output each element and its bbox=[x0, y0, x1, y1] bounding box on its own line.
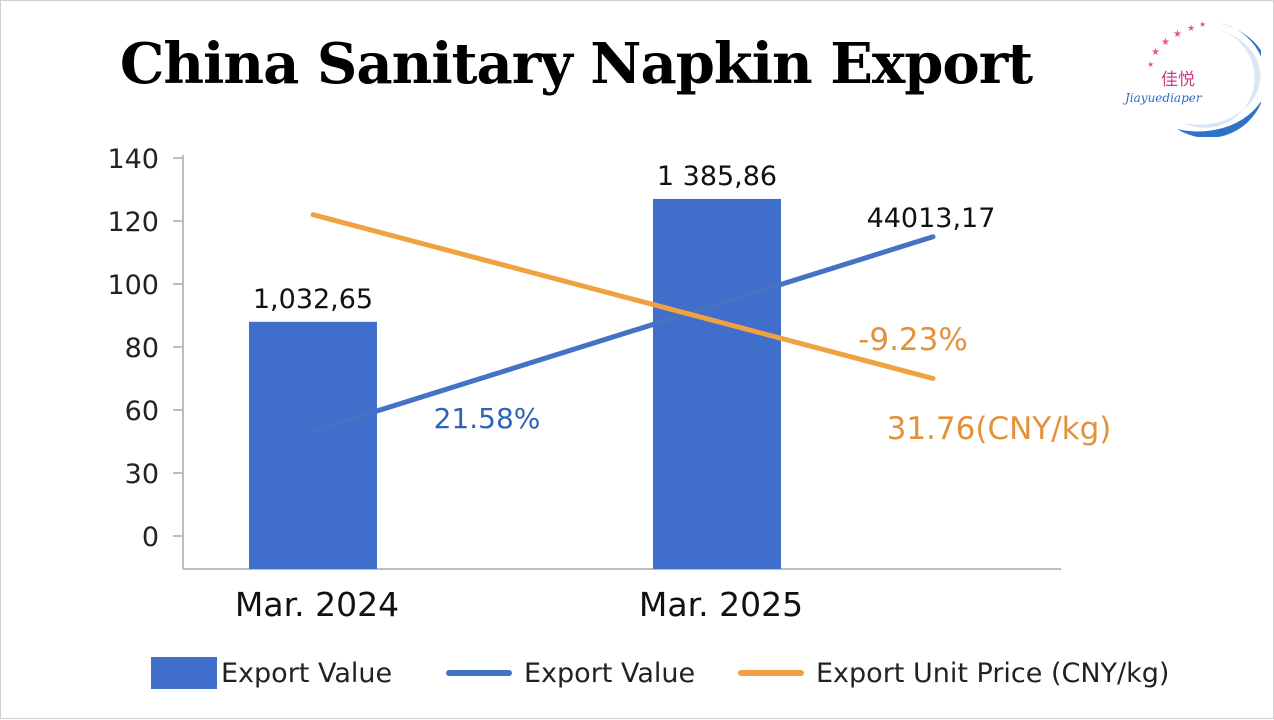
bar-data-label: 1 385,86 bbox=[657, 161, 777, 192]
moon-logo-icon: ★ ★ ★ ★ ★ ★ bbox=[1147, 20, 1269, 138]
svg-text:★: ★ bbox=[1151, 47, 1160, 58]
price-line-change-label: -9.23% bbox=[858, 322, 968, 358]
series-line bbox=[310, 234, 936, 434]
brand-logo: ★ ★ ★ ★ ★ ★ 佳悦 Jiayuediaper bbox=[1111, 15, 1269, 138]
bar bbox=[249, 321, 377, 569]
x-tick-label: Mar. 2024 bbox=[235, 585, 399, 624]
price-line-end-label: 31.76(CNY/kg) bbox=[887, 411, 1112, 447]
series-line bbox=[310, 212, 936, 381]
logo-chinese-text: 佳悦 bbox=[1161, 70, 1195, 90]
chart-legend: Export Value Export Value Export Unit Pr… bbox=[151, 651, 1251, 695]
y-tick-label: 80 bbox=[125, 333, 159, 364]
svg-text:★: ★ bbox=[1187, 24, 1195, 34]
value-line-change-label: 21.58% bbox=[434, 402, 541, 435]
svg-text:★: ★ bbox=[1161, 37, 1170, 48]
legend-bar-label: Export Value bbox=[221, 657, 393, 689]
y-tick-label: 60 bbox=[125, 396, 159, 427]
legend-bar-swatch bbox=[151, 657, 217, 689]
legend-price-line-swatch bbox=[738, 670, 804, 676]
value-line-end-label: 44013,17 bbox=[867, 203, 996, 234]
logo-english-text: Jiayuediaper bbox=[1125, 91, 1202, 105]
x-tick-label: Mar. 2025 bbox=[639, 585, 803, 624]
svg-text:★: ★ bbox=[1147, 60, 1154, 69]
legend-item-bar: Export Value bbox=[151, 651, 392, 695]
y-tick-label: 140 bbox=[107, 144, 159, 175]
y-tick-label: 120 bbox=[107, 207, 159, 238]
bar-data-label: 1,032,65 bbox=[253, 284, 373, 315]
bar bbox=[653, 198, 781, 569]
y-tick-label: 100 bbox=[107, 270, 159, 301]
legend-value-line-label: Export Value bbox=[524, 657, 696, 689]
y-tick-label: 0 bbox=[142, 522, 159, 553]
legend-item-price-line: Export Unit Price (CNY/kg) bbox=[738, 651, 1169, 695]
svg-text:★: ★ bbox=[1173, 29, 1182, 40]
legend-price-line-label: Export Unit Price (CNY/kg) bbox=[816, 657, 1170, 689]
y-tick-label: 30 bbox=[125, 459, 159, 490]
legend-item-value-line: Export Value bbox=[446, 651, 695, 695]
legend-value-line-swatch bbox=[446, 670, 512, 676]
svg-text:★: ★ bbox=[1199, 20, 1206, 29]
chart-title: China Sanitary Napkin Export bbox=[119, 31, 1033, 97]
